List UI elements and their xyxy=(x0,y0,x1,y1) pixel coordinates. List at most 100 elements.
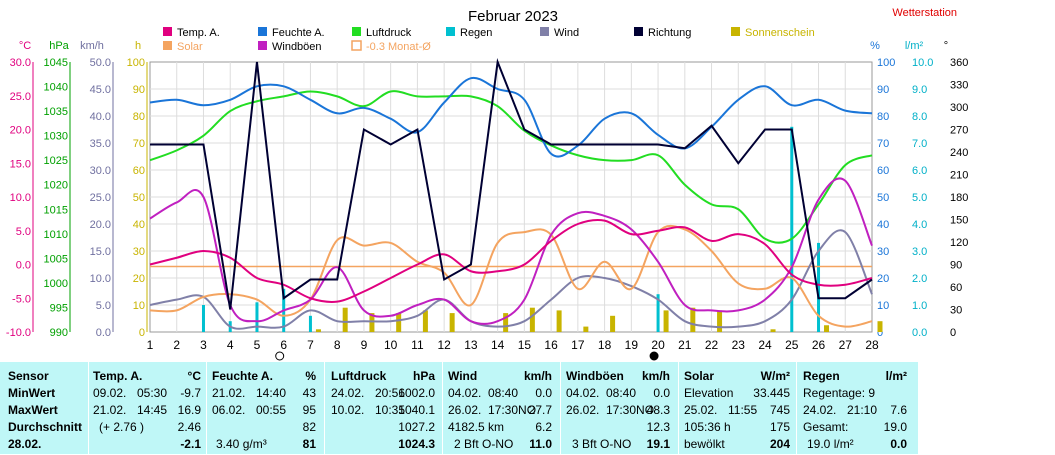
wind-tick-label: 25.0 xyxy=(90,192,111,204)
legend-swatch xyxy=(351,40,362,51)
direction-tick-label: 240 xyxy=(950,147,968,159)
legend-label: Wind xyxy=(554,27,579,39)
temp-max-time: 14:45 xyxy=(137,403,168,417)
row-label-avg: Durchschnitt xyxy=(8,420,83,434)
rain-tick-label: 5.0 xyxy=(912,192,927,204)
direction-tick-label: 120 xyxy=(950,237,968,249)
rain-tick-label: 8.0 xyxy=(912,111,927,123)
humidity-max-time: 00:55 xyxy=(256,403,287,417)
sunshine-bar xyxy=(503,313,509,332)
rain-tick-label: 3.0 xyxy=(912,246,927,258)
legend-swatch xyxy=(634,27,643,36)
x-tick-label: 8 xyxy=(334,338,341,352)
x-tick-label: 26 xyxy=(812,338,826,352)
wind-max-date: 26.02. xyxy=(448,403,482,417)
rain-month-label: 19.0 l/m² xyxy=(807,437,854,451)
rain-days-label: Regentage: 9 xyxy=(803,386,876,400)
wind-tick-label: 5.0 xyxy=(96,300,111,312)
rain-tick-label: 7.0 xyxy=(912,138,927,150)
humidity-max-value: 95 xyxy=(302,403,316,417)
rain-total-label: Gesamt: xyxy=(803,420,849,434)
sunshine-tick-label: 90 xyxy=(133,84,145,96)
wind-tick-label: 50.0 xyxy=(90,57,111,69)
pressure-unit-label: hPa xyxy=(49,40,69,52)
rain-unit: l/m² xyxy=(885,369,907,383)
x-tick-label: 14 xyxy=(491,338,505,352)
x-tick-label: 12 xyxy=(437,338,451,352)
humidity-tick-label: 20 xyxy=(877,273,889,285)
wind-tick-label: 0.0 xyxy=(96,327,111,339)
legend-swatch xyxy=(446,27,455,36)
temp-unit: °C xyxy=(187,369,201,383)
temp-tick-label: 30.0 xyxy=(10,57,31,69)
legend-label: Temp. A. xyxy=(177,27,220,39)
wind-tick-label: 45.0 xyxy=(90,84,111,96)
statistics-panel: Sensor MinWert MaxWert Durchschnitt 28.0… xyxy=(0,362,918,454)
direction-tick-label: 360 xyxy=(950,57,968,69)
direction-tick-label: 270 xyxy=(950,125,968,137)
legend: Temp. A. Feuchte A. Luftdruck Regen Wind Rich… xyxy=(163,27,815,53)
x-tick-label: 16 xyxy=(544,338,558,352)
humidity-title: Feuchte A. xyxy=(212,369,273,383)
x-axis: 1 2 3 4 5 6 7 8 9 10 11 12 13 14 15 16 17 18 19 20 21 22 23 24 2… xyxy=(147,338,879,361)
solar-sky-label: bewölkt xyxy=(684,437,725,451)
rain-bar xyxy=(255,302,259,332)
pressure-tick-label: 1025 xyxy=(44,155,68,167)
current-date: 28.02. xyxy=(8,437,42,451)
direction-tick-label: 30 xyxy=(950,305,962,317)
temp-tick-label: 25.0 xyxy=(10,91,31,103)
wind-bft-note: 2 Bft O-NO xyxy=(454,437,514,451)
sunshine-bar xyxy=(583,326,589,332)
pressure-min-time: 20:56 xyxy=(375,386,406,400)
sunshine-bar xyxy=(663,310,669,332)
sunshine-bar xyxy=(690,307,696,332)
solar-current-value: 204 xyxy=(769,437,790,451)
sunshine-tick-label: 60 xyxy=(133,165,145,177)
direction-tick-label: 330 xyxy=(950,80,968,92)
pressure-title: Luftdruck xyxy=(331,369,387,383)
solar-max-date: 25.02. xyxy=(684,403,718,417)
direction-unit-label: ° xyxy=(944,40,948,52)
x-tick-label: 15 xyxy=(518,338,532,352)
legend-swatch xyxy=(731,27,740,36)
x-tick-label: 22 xyxy=(705,338,719,352)
sunshine-tick-label: 50 xyxy=(133,192,145,204)
sunshine-bar xyxy=(610,315,616,332)
x-tick-label: 28 xyxy=(865,338,879,352)
rain-bar xyxy=(201,305,205,332)
temp-min-date: 09.02. xyxy=(93,386,127,400)
gust-min-date: 04.02. xyxy=(566,386,600,400)
sunshine-tick-label: 80 xyxy=(133,111,145,123)
pressure-current-value: 1024.3 xyxy=(398,437,435,451)
pressure-tick-label: 1045 xyxy=(44,57,68,69)
pressure-tick-label: 1035 xyxy=(44,106,68,118)
direction-tick-label: 300 xyxy=(950,102,968,114)
solar-unit: W/m² xyxy=(760,369,790,383)
pressure-max-date: 10.02. xyxy=(331,403,365,417)
rain-current-value: 0.0 xyxy=(890,437,907,451)
line-series xyxy=(149,58,873,330)
sunshine-bar xyxy=(717,310,723,332)
temp-tick-label: -5.0 xyxy=(12,293,31,305)
sunshine-bar xyxy=(529,307,535,332)
wind-max-value: 27.7 xyxy=(528,403,552,417)
humidity-tick-label: 70 xyxy=(877,138,889,150)
x-tick-label: 21 xyxy=(678,338,692,352)
gust-avg-value: 12.3 xyxy=(646,420,670,434)
wind-min-date: 04.02. xyxy=(448,386,482,400)
stats-sensor: Sensor MinWert MaxWert Durchschnitt 28.0… xyxy=(8,362,88,454)
legend-label: Richtung xyxy=(648,27,691,39)
rain-tick-label: 6.0 xyxy=(912,165,927,177)
sunshine-tick-label: 20 xyxy=(133,273,145,285)
temp-max-date: 21.02. xyxy=(93,403,127,417)
legend-label: Regen xyxy=(460,27,492,39)
temp-unit-label: °C xyxy=(19,40,31,52)
sunshine-bar xyxy=(449,313,455,332)
weather-chart: Februar 2023 Wetterstation Temp. A. Feuch… xyxy=(6,7,968,361)
temp-tick-label: 15.0 xyxy=(10,158,31,170)
right-axes: 0 10 20 30 40 50 60 70 80 90 100 0.0 1.0 2.0 3.0 4.0 5.0… xyxy=(877,57,968,339)
legend-swatch xyxy=(163,41,172,50)
gust-min-value: 0.0 xyxy=(653,386,670,400)
stats-humidity: Feuchte A.% 21.02. 14:40 43 06.02. 00:55 95 … xyxy=(212,362,318,454)
humidity-tick-label: 40 xyxy=(877,219,889,231)
